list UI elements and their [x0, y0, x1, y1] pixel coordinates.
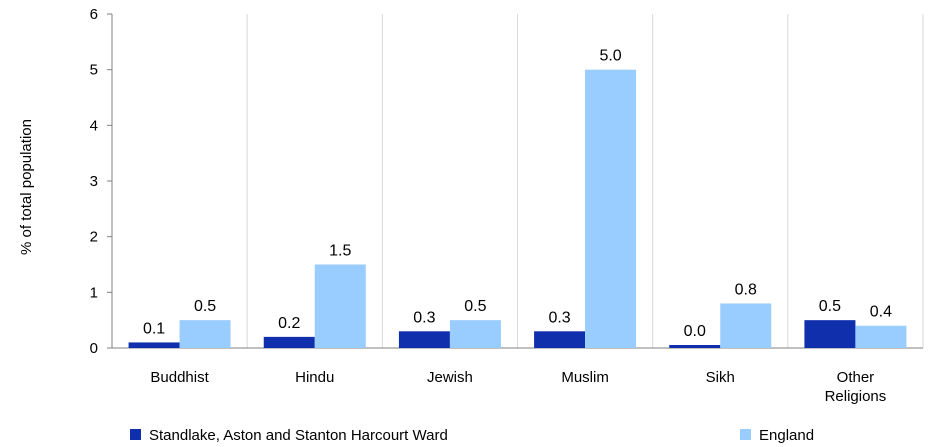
category-label: Other Religions — [825, 369, 887, 405]
y-tick-label: 0 — [90, 340, 98, 357]
legend-label: England — [759, 427, 814, 444]
data-label: 0.5 — [194, 298, 216, 315]
bar — [314, 264, 366, 348]
data-label: 5.0 — [599, 48, 621, 65]
bar — [669, 345, 721, 348]
y-tick-label: 4 — [90, 117, 98, 134]
bar — [179, 320, 231, 348]
y-tick-label: 1 — [90, 284, 98, 301]
bar — [804, 320, 856, 348]
legend-swatch — [130, 429, 141, 440]
bar — [128, 342, 180, 348]
data-label: 0.3 — [413, 309, 435, 326]
legend-swatch — [740, 429, 751, 440]
bar — [534, 331, 586, 348]
legend: Standlake, Aston and Stanton Harcourt Wa… — [130, 427, 814, 444]
data-label: 0.8 — [735, 281, 757, 298]
category-label: Muslim — [561, 369, 609, 386]
category-label: Jewish — [427, 369, 473, 386]
data-label: 0.3 — [548, 309, 570, 326]
y-tick-label: 6 — [90, 6, 98, 23]
y-tick-label: 3 — [90, 173, 98, 190]
bar — [855, 325, 907, 348]
data-label: 0.5 — [464, 298, 486, 315]
data-label: 0.2 — [278, 315, 300, 332]
y-tick-label: 2 — [90, 229, 98, 246]
data-label: 0.0 — [684, 323, 706, 340]
data-label: 0.4 — [870, 304, 892, 321]
data-label: 1.5 — [329, 243, 351, 260]
bar — [720, 303, 772, 348]
bar — [449, 320, 501, 348]
legend-label: Standlake, Aston and Stanton Harcourt Wa… — [149, 427, 448, 444]
category-separators — [246, 14, 924, 348]
category-label: Buddhist — [150, 369, 209, 386]
data-labels: 0.1 0.2 0.3 0.3 0.0 0.5 0.5 1.5 0.5 5.0 0.8 0.4 — [143, 48, 892, 340]
category-label: Sikh — [706, 369, 735, 386]
y-axis-ticks: 0 1 2 3 4 5 6 — [90, 6, 112, 357]
y-axis-title: % of total population — [18, 119, 35, 255]
bar — [585, 69, 637, 349]
category-labels: Buddhist Hindu Jewish Muslim Sikh Other Religi… — [150, 369, 886, 405]
data-label: 0.5 — [819, 298, 841, 315]
y-tick-label: 5 — [90, 62, 98, 79]
bar — [263, 336, 315, 348]
category-label: Hindu — [295, 369, 334, 386]
data-label: 0.1 — [143, 320, 165, 337]
bar — [398, 331, 450, 348]
bars — [128, 69, 907, 349]
